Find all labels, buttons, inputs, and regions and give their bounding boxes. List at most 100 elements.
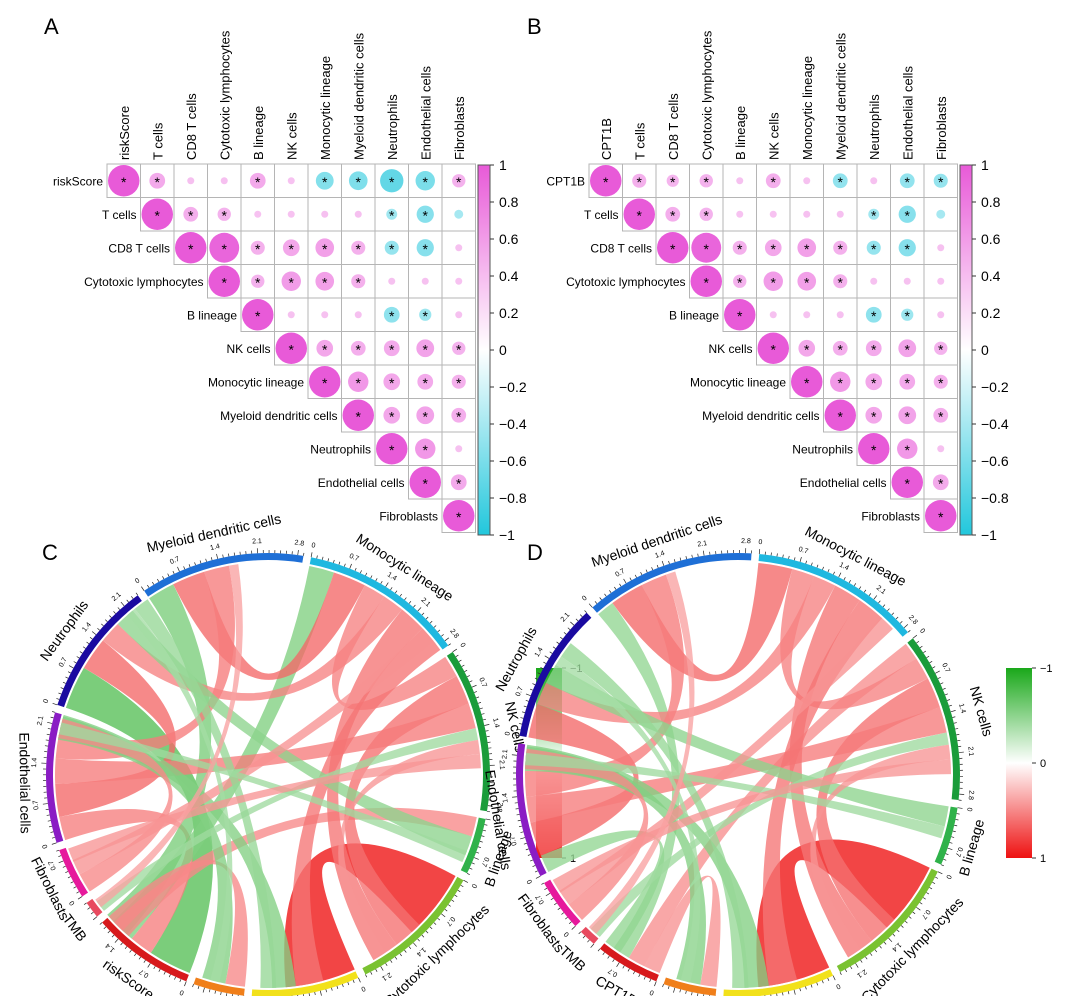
sector-tick [649,979,652,983]
grid-cell [856,297,891,332]
sector-tick-label: 0 [42,843,50,849]
sector-tick [451,899,455,902]
sector-arc [59,847,89,897]
sector-tick [614,586,617,590]
sector-tick [953,722,957,724]
correlation-circle [937,277,945,285]
sector-tick-label: 0.7 [920,908,931,920]
sector-tick-label: 0 [43,698,51,704]
sector-tick [937,676,941,679]
sector-tick [529,859,534,862]
sector-tick [79,651,83,654]
correlation-circle [354,210,362,218]
sector-tick [544,655,550,659]
significance-star: * [389,341,395,357]
correlation-circle [933,407,949,423]
sector-tick [590,943,595,948]
sector-tick [896,929,900,933]
significance-star: * [871,308,877,324]
chord-link [552,759,951,893]
sector-tick [56,849,60,852]
sector-tick-label: 2.1 [36,715,45,726]
sector-tick [952,716,956,718]
significance-star: * [603,174,609,190]
sector-arc [251,971,359,996]
colorbar-tick-label: 0.4 [981,268,1001,284]
sector-tick-label: 2.1 [252,538,262,545]
sector-tick [458,659,462,662]
correlation-circle [691,232,722,263]
sector-arc [592,553,752,613]
correlation-circle [455,311,463,319]
correlation-circle [870,177,878,185]
sector-tick [844,969,848,973]
sector-tick [385,582,389,587]
chord-link [756,839,930,988]
sector-tick [117,607,121,610]
significance-star: * [456,341,462,357]
chord-link [72,629,434,875]
sector-tick [937,871,943,875]
column-label: Endothelial cells [900,66,915,160]
correlation-circle [899,373,916,390]
correlation-circle [632,173,647,188]
colorbar-tick-label: 1 [981,157,989,173]
sector-tick [153,966,156,970]
sector-tick [47,728,51,730]
chord-link [68,754,481,862]
sector-tick [667,985,670,990]
sector-tick [83,902,87,905]
significance-star: * [322,375,328,391]
significance-star: * [838,241,844,257]
sector-tick [616,962,620,967]
sector-tick [314,991,316,996]
sector-tick [441,634,444,637]
sector-label: Endothelial cells [16,732,33,833]
correlation-circle [321,210,329,218]
row-label: Cytotoxic lymphocytes [566,275,685,289]
sector-tick [56,698,60,700]
sector-tick [143,959,146,963]
sector-tick [685,990,687,994]
significance-star: * [771,241,777,257]
row-label: Endothelial cells [800,476,887,490]
sector-tick [385,963,388,967]
sector-tick [163,971,166,975]
sector-tick [575,618,579,622]
sector-tick [216,553,218,559]
correlation-circle [149,172,166,189]
correlation-circle [208,265,240,297]
sector-tick [86,641,90,645]
sector-tick [932,666,936,669]
sector-tick [437,629,441,633]
sector-tick [448,904,451,907]
sector-tick [482,829,487,832]
significance-star: * [637,174,643,190]
sector-tick-label: 0.7 [477,677,487,689]
sector-tick [887,608,890,612]
sector-tick [879,945,882,949]
correlation-circle [443,500,475,532]
sector-tick-label: 2.1 [111,591,123,603]
significance-star: * [255,241,261,257]
column-label: Monocytic lineage [800,56,815,160]
sector-tick [58,860,64,864]
significance-star: * [938,475,944,491]
sector-arc [46,712,64,843]
significance-star: * [255,174,261,190]
sector-tick [58,855,62,857]
significance-star: * [737,308,743,324]
sector-tick [457,889,461,893]
significance-star: * [871,442,877,458]
correlation-circle [388,277,396,285]
sector-tick [567,627,571,631]
correlation-circle [832,340,848,356]
sector-tick [929,887,933,890]
correlation-circle [937,311,945,319]
sector-tick [97,628,100,631]
sector-tick [67,876,71,879]
column-label: NK cells [284,112,299,160]
correlation-circle [141,198,173,230]
sector-tick [90,911,94,915]
significance-star: * [389,308,395,324]
